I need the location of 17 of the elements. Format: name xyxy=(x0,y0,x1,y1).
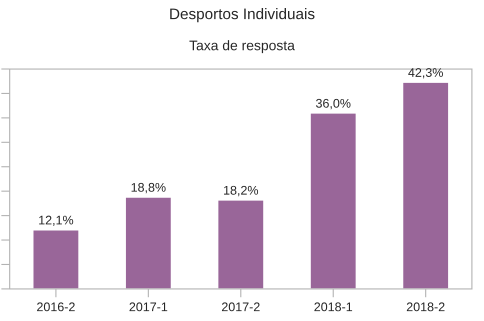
bar xyxy=(32,229,80,289)
bar xyxy=(216,199,265,289)
bar xyxy=(309,112,358,289)
bar xyxy=(402,82,450,289)
data-label: 18,2% xyxy=(224,186,258,196)
data-label: 12,1% xyxy=(39,216,74,226)
x-tick-label: 2018-1 xyxy=(314,302,352,312)
x-tick-label: 2017-2 xyxy=(222,302,260,312)
chart-subtitle: Taxa de resposta xyxy=(189,40,295,54)
x-tick-label: 2017-1 xyxy=(130,302,168,312)
chart-title: Desportos Individuais xyxy=(170,8,314,22)
x-tick-label: 2016-2 xyxy=(37,302,75,312)
data-label: 18,8% xyxy=(132,182,166,194)
data-label: 36,0% xyxy=(316,98,351,110)
data-label: 42,3% xyxy=(408,68,443,78)
x-tick-label: 2018-2 xyxy=(406,302,445,312)
bar xyxy=(124,196,172,289)
